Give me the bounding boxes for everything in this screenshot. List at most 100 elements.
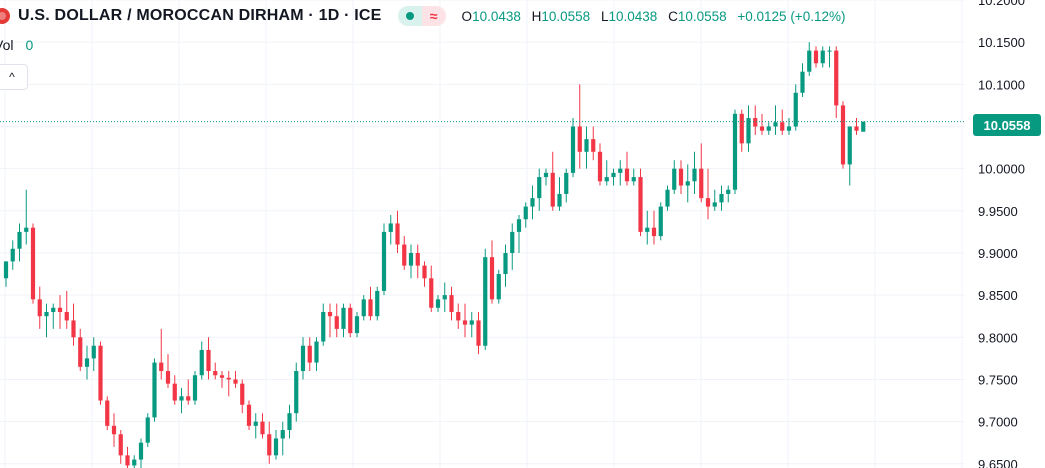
high-value: 10.0558 bbox=[541, 8, 591, 24]
candle-body bbox=[813, 50, 819, 64]
candle bbox=[827, 46, 832, 68]
candle-body bbox=[442, 295, 447, 300]
candle bbox=[294, 362, 299, 422]
candle-body bbox=[84, 358, 90, 367]
candle bbox=[206, 337, 211, 380]
candle-body bbox=[152, 362, 157, 418]
price-tick-label: 9.9500 bbox=[978, 204, 1018, 219]
candle-body bbox=[584, 139, 589, 152]
candle bbox=[645, 210, 650, 245]
candle-body bbox=[665, 189, 670, 207]
candle bbox=[10, 240, 15, 270]
candle bbox=[172, 375, 177, 405]
candle bbox=[611, 168, 616, 186]
candle bbox=[280, 421, 285, 456]
status-badges: ≈ bbox=[397, 6, 446, 26]
candle-body bbox=[435, 299, 441, 308]
symbol-title[interactable]: U.S. DOLLAR / MOROCCAN DIRHAM · 1D · ICE bbox=[18, 7, 382, 24]
candle bbox=[732, 109, 738, 194]
candle-body bbox=[240, 383, 245, 405]
candle-body bbox=[91, 345, 96, 359]
candle-body bbox=[159, 362, 164, 372]
candle bbox=[17, 223, 22, 262]
candle bbox=[435, 295, 441, 312]
candle-body bbox=[179, 396, 184, 401]
candle bbox=[483, 248, 488, 350]
price-tick-label: 9.9000 bbox=[978, 246, 1018, 261]
candle bbox=[618, 160, 623, 186]
candle-body bbox=[672, 168, 677, 190]
candle bbox=[84, 345, 90, 380]
candle bbox=[381, 223, 387, 296]
candle bbox=[462, 303, 468, 338]
candle bbox=[665, 185, 670, 211]
candle-body bbox=[510, 231, 515, 253]
candle bbox=[543, 168, 549, 186]
candle-body bbox=[712, 202, 717, 207]
candle-body bbox=[307, 345, 312, 363]
price-scale[interactable]: 10.200010.150010.100010.050010.00009.950… bbox=[965, 0, 1045, 468]
candle bbox=[111, 413, 117, 447]
candle bbox=[300, 337, 306, 380]
candle-body bbox=[321, 312, 326, 342]
candle-body bbox=[348, 307, 353, 334]
candle-body bbox=[71, 320, 76, 338]
candle bbox=[550, 151, 555, 211]
candle bbox=[24, 189, 29, 245]
candle bbox=[233, 371, 238, 388]
candle bbox=[496, 269, 501, 304]
candlestick-chart[interactable] bbox=[0, 0, 965, 468]
candle-body bbox=[17, 231, 22, 249]
candle-body bbox=[577, 126, 582, 152]
chart-area[interactable]: U.S. DOLLAR / MOROCCAN DIRHAM · 1D · ICE… bbox=[0, 0, 965, 468]
candle bbox=[530, 185, 535, 220]
candle bbox=[564, 168, 569, 203]
price-tick-label: 10.0000 bbox=[978, 162, 1025, 177]
candle-body bbox=[638, 177, 643, 232]
candle-body bbox=[456, 312, 461, 321]
candle bbox=[226, 371, 231, 397]
candle-body bbox=[395, 223, 400, 245]
candle-body bbox=[415, 252, 420, 266]
candle-body bbox=[496, 274, 501, 300]
candle bbox=[105, 396, 110, 431]
candle bbox=[273, 430, 279, 460]
candle bbox=[604, 160, 609, 186]
candle bbox=[186, 379, 191, 405]
candle-body bbox=[145, 417, 150, 443]
candle bbox=[692, 151, 697, 194]
price-tick-label: 9.7000 bbox=[978, 415, 1018, 430]
wave-icon[interactable]: ≈ bbox=[421, 6, 446, 26]
open-value: 10.0438 bbox=[472, 8, 521, 24]
candle bbox=[57, 295, 63, 329]
candle-body bbox=[530, 198, 535, 207]
candle-body bbox=[847, 126, 852, 165]
candle-body bbox=[483, 257, 488, 346]
candle-body bbox=[793, 92, 798, 127]
candle-body bbox=[678, 168, 684, 186]
candle-body bbox=[773, 122, 778, 127]
candle bbox=[705, 168, 711, 220]
candle-body bbox=[651, 227, 657, 237]
price-tick-label: 10.1500 bbox=[978, 35, 1025, 50]
chevron-up-icon: ^ bbox=[9, 70, 15, 84]
volume-value: 0 bbox=[25, 37, 34, 53]
candle bbox=[854, 118, 859, 135]
candle bbox=[44, 303, 49, 338]
market-open-dot-icon[interactable] bbox=[397, 6, 422, 26]
candle-body bbox=[543, 172, 549, 178]
candle-body bbox=[618, 168, 623, 173]
candle-body bbox=[786, 126, 792, 131]
candle-body bbox=[449, 295, 454, 312]
candle-body bbox=[334, 316, 339, 329]
collapse-legend-button[interactable]: ^ bbox=[0, 64, 28, 90]
candle bbox=[678, 160, 684, 194]
candle bbox=[51, 303, 56, 329]
candle-body bbox=[280, 430, 285, 439]
price-axis-labels: 10.200010.150010.100010.050010.00009.950… bbox=[978, 0, 1025, 468]
candle bbox=[415, 244, 420, 279]
candle-body bbox=[226, 377, 231, 380]
candle bbox=[557, 177, 562, 211]
candle bbox=[800, 63, 805, 97]
candle bbox=[658, 202, 663, 241]
